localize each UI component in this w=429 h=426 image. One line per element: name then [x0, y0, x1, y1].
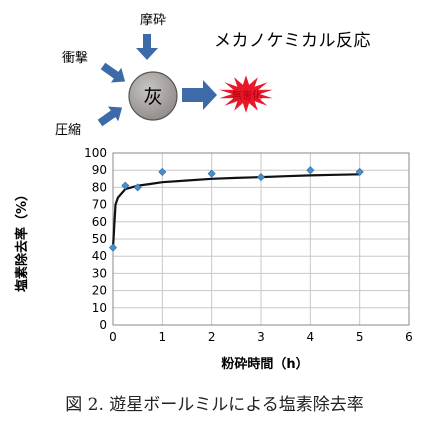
data-point: [306, 166, 315, 175]
data-points: [108, 166, 364, 252]
y-tick-label: 10: [92, 301, 107, 315]
y-tick-label: 70: [92, 198, 107, 212]
y-tick-label: 100: [84, 146, 107, 160]
mechanochemistry-diagram: 摩砕 衝撃 圧縮 メカノケミカル反応 灰 無害化: [55, 12, 371, 138]
data-point: [256, 173, 266, 182]
x-tick-label: 3: [257, 330, 265, 344]
data-point: [121, 181, 130, 190]
x-tick-label: 4: [307, 330, 315, 344]
burst-label: 無害化: [232, 89, 262, 102]
x-tick-label: 0: [109, 330, 117, 344]
ash-label: 灰: [143, 86, 162, 108]
x-axis-label: 粉砕時間（h）: [221, 356, 308, 372]
y-tick-label: 40: [92, 249, 107, 263]
chart-tick-labels: 0 10 20 30 40 50 60 70 80 90 100 0 1 2 3 4 5 6: [84, 146, 413, 344]
data-point: [355, 167, 364, 176]
ash-sphere: [128, 71, 178, 121]
arrow-down-right-icon: [100, 62, 126, 83]
data-point: [158, 167, 167, 176]
x-tick-label: 1: [159, 330, 167, 344]
y-tick-label: 20: [92, 284, 107, 298]
burst-icon: [219, 75, 273, 113]
y-tick-label: 0: [99, 318, 107, 332]
y-tick-label: 90: [92, 163, 107, 177]
data-point: [108, 243, 118, 252]
y-tick-label: 60: [92, 215, 107, 229]
arrow-right-icon: [182, 80, 217, 110]
y-tick-label: 50: [92, 232, 107, 246]
force-label-impact: 衝撃: [62, 50, 88, 66]
x-tick-label: 5: [356, 330, 364, 344]
figure-caption: 図 2. 遊星ボールミルによる塩素除去率: [65, 395, 364, 415]
arrow-up-right-icon: [97, 106, 123, 127]
x-tick-label: 2: [208, 330, 216, 344]
y-tick-label: 30: [92, 266, 107, 280]
trendline: [111, 173, 360, 248]
data-point: [207, 169, 216, 178]
y-tick-label: 80: [92, 180, 107, 194]
force-label-compression: 圧縮: [55, 122, 81, 138]
chlorine-removal-chart: 0 10 20 30 40 50 60 70 80 90 100 0 1 2 3 4 5 6 粉砕時間（h） 塩素…: [14, 146, 413, 372]
x-tick-label: 6: [405, 330, 413, 344]
y-axis-label: 塩素除去率（%）: [14, 188, 30, 292]
data-point: [133, 183, 142, 192]
diagram-title: メカノケミカル反応: [214, 31, 371, 51]
arrow-down-icon: [136, 34, 158, 60]
force-label-grinding: 摩砕: [140, 12, 166, 28]
